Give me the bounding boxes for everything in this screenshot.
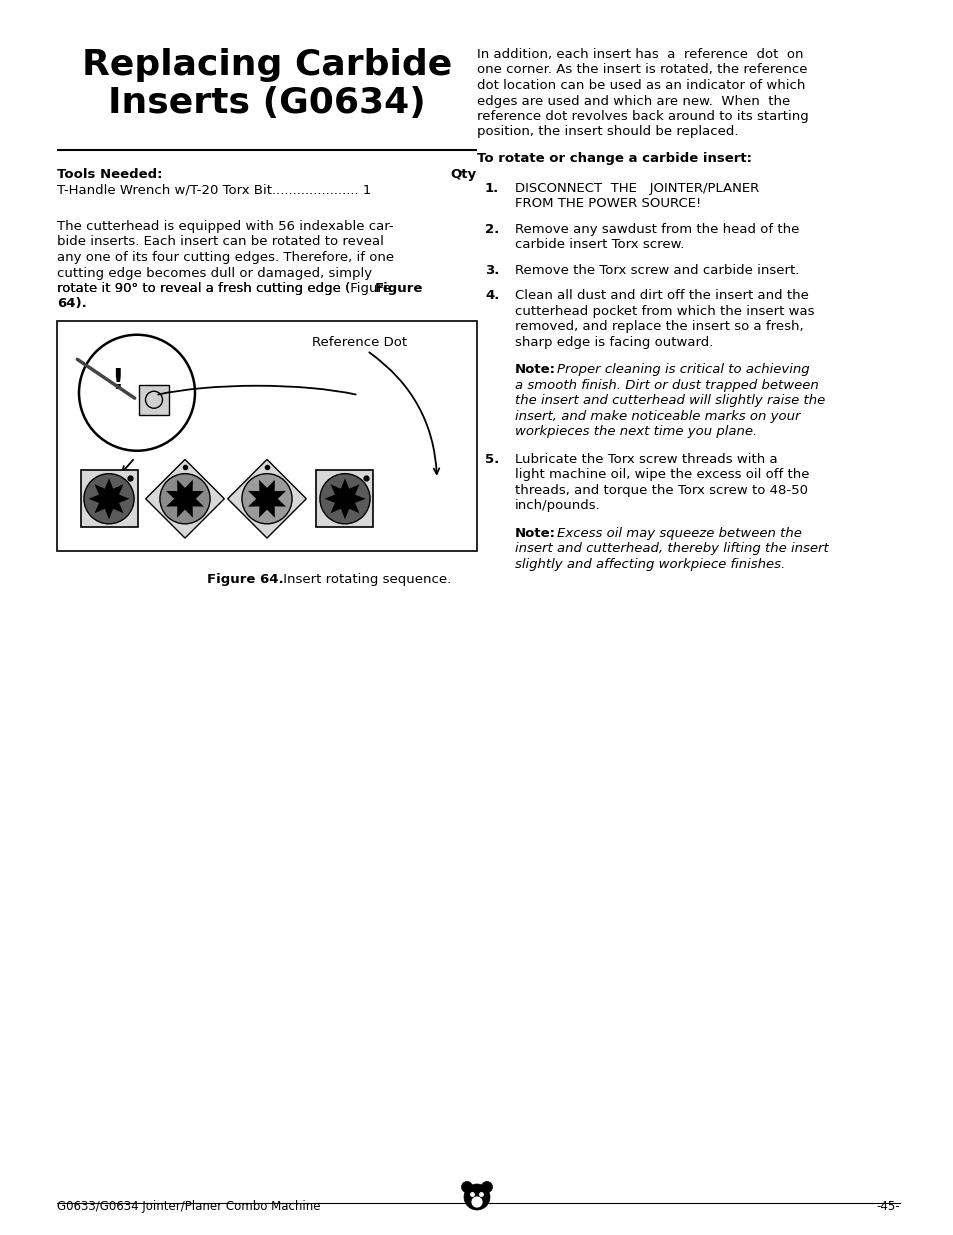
Text: Figure 64.: Figure 64. <box>207 573 283 585</box>
Bar <box>80 471 137 527</box>
Text: slightly and affecting workpiece finishes.: slightly and affecting workpiece finishe… <box>515 558 784 571</box>
Circle shape <box>160 474 210 524</box>
Text: Replacing Carbide
Inserts (G0634): Replacing Carbide Inserts (G0634) <box>82 48 452 120</box>
Text: Remove any sawdust from the head of the: Remove any sawdust from the head of the <box>515 222 799 236</box>
Polygon shape <box>228 459 306 538</box>
Polygon shape <box>166 479 204 517</box>
Text: cutting edge becomes dull or damaged, simply: cutting edge becomes dull or damaged, si… <box>57 267 372 279</box>
Text: To rotate or change a carbide insert:: To rotate or change a carbide insert: <box>476 152 751 164</box>
Text: 1.: 1. <box>484 182 498 195</box>
Text: Qty: Qty <box>451 168 476 182</box>
Text: In addition, each insert has  a  reference  dot  on: In addition, each insert has a reference… <box>476 48 802 61</box>
Text: light machine oil, wipe the excess oil off the: light machine oil, wipe the excess oil o… <box>515 468 809 482</box>
Text: the insert and cutterhead will slightly raise the: the insert and cutterhead will slightly … <box>515 394 824 408</box>
Text: rotate it 90° to reveal a fresh cutting edge (: rotate it 90° to reveal a fresh cutting … <box>57 282 350 295</box>
Text: any one of its four cutting edges. Therefore, if one: any one of its four cutting edges. There… <box>57 251 394 264</box>
Text: cutterhead pocket from which the insert was: cutterhead pocket from which the insert … <box>515 305 814 317</box>
Text: Note:: Note: <box>515 363 556 377</box>
Polygon shape <box>89 478 130 519</box>
Bar <box>57 321 476 551</box>
Text: Lubricate the Torx screw threads with a: Lubricate the Torx screw threads with a <box>515 453 777 466</box>
Text: bide inserts. Each insert can be rotated to reveal: bide inserts. Each insert can be rotated… <box>57 236 383 248</box>
Text: Tools Needed:: Tools Needed: <box>57 168 162 182</box>
Text: The cutterhead is equipped with 56 indexable car-: The cutterhead is equipped with 56 index… <box>57 220 394 233</box>
Text: reference dot revolves back around to its starting: reference dot revolves back around to it… <box>476 110 808 124</box>
Text: edges are used and which are new.  When  the: edges are used and which are new. When t… <box>476 95 789 107</box>
Text: Remove the Torx screw and carbide insert.: Remove the Torx screw and carbide insert… <box>515 264 799 277</box>
Text: workpieces the next time you plane.: workpieces the next time you plane. <box>515 425 757 438</box>
Text: threads, and torque the Torx screw to 48-50: threads, and torque the Torx screw to 48… <box>515 484 807 496</box>
Circle shape <box>319 474 370 524</box>
Text: Proper cleaning is critical to achieving: Proper cleaning is critical to achieving <box>557 363 809 377</box>
Text: Clean all dust and dirt off the insert and the: Clean all dust and dirt off the insert a… <box>515 289 808 303</box>
Bar <box>139 385 169 415</box>
Text: rotate it 90° to reveal a fresh cutting edge (⁠Figure: rotate it 90° to reveal a fresh cutting … <box>57 282 391 295</box>
Text: Insert rotating sequence.: Insert rotating sequence. <box>278 573 451 585</box>
Text: 2.: 2. <box>484 222 498 236</box>
Circle shape <box>471 1195 482 1208</box>
Text: 3.: 3. <box>484 264 498 277</box>
Text: 5.: 5. <box>484 453 498 466</box>
Text: sharp edge is facing outward.: sharp edge is facing outward. <box>515 336 713 348</box>
Text: !: ! <box>111 367 123 395</box>
Text: dot location can be used as an indicator of which: dot location can be used as an indicator… <box>476 79 804 91</box>
Text: a smooth finish. Dirt or dust trapped between: a smooth finish. Dirt or dust trapped be… <box>515 379 818 391</box>
Text: carbide insert Torx screw.: carbide insert Torx screw. <box>515 238 683 252</box>
Text: insert and cutterhead, thereby lifting the insert: insert and cutterhead, thereby lifting t… <box>515 542 828 556</box>
Text: inch/pounds.: inch/pounds. <box>515 499 600 513</box>
Text: Reference Dot: Reference Dot <box>312 336 407 350</box>
Text: T-Handle Wrench w/T-20 Torx Bit..................... 1: T-Handle Wrench w/T-20 Torx Bit.........… <box>57 184 371 196</box>
Circle shape <box>84 474 134 524</box>
Circle shape <box>463 1184 490 1210</box>
Text: Excess oil may squeeze between the: Excess oil may squeeze between the <box>557 527 801 540</box>
Text: removed, and replace the insert so a fresh,: removed, and replace the insert so a fre… <box>515 320 802 333</box>
Polygon shape <box>248 479 286 517</box>
Circle shape <box>481 1182 492 1193</box>
Bar <box>316 471 374 527</box>
Text: DISCONNECT  THE   JOINTER/PLANER: DISCONNECT THE JOINTER/PLANER <box>515 182 759 195</box>
Text: position, the insert should be replaced.: position, the insert should be replaced. <box>476 126 738 138</box>
Text: Note:: Note: <box>515 527 556 540</box>
Polygon shape <box>146 459 224 538</box>
Circle shape <box>461 1182 472 1193</box>
Text: FROM THE POWER SOURCE!: FROM THE POWER SOURCE! <box>515 198 700 210</box>
Text: insert, and make noticeable marks on your: insert, and make noticeable marks on you… <box>515 410 800 422</box>
Text: Figure: Figure <box>375 282 423 295</box>
Polygon shape <box>324 478 365 519</box>
Text: 64).: 64). <box>57 298 87 310</box>
Text: G0633/G0634 Jointer/Planer Combo Machine: G0633/G0634 Jointer/Planer Combo Machine <box>57 1200 320 1213</box>
Circle shape <box>242 474 292 524</box>
Text: 4.: 4. <box>484 289 498 303</box>
Text: one corner. As the insert is rotated, the reference: one corner. As the insert is rotated, th… <box>476 63 806 77</box>
Text: -45-: -45- <box>876 1200 899 1213</box>
